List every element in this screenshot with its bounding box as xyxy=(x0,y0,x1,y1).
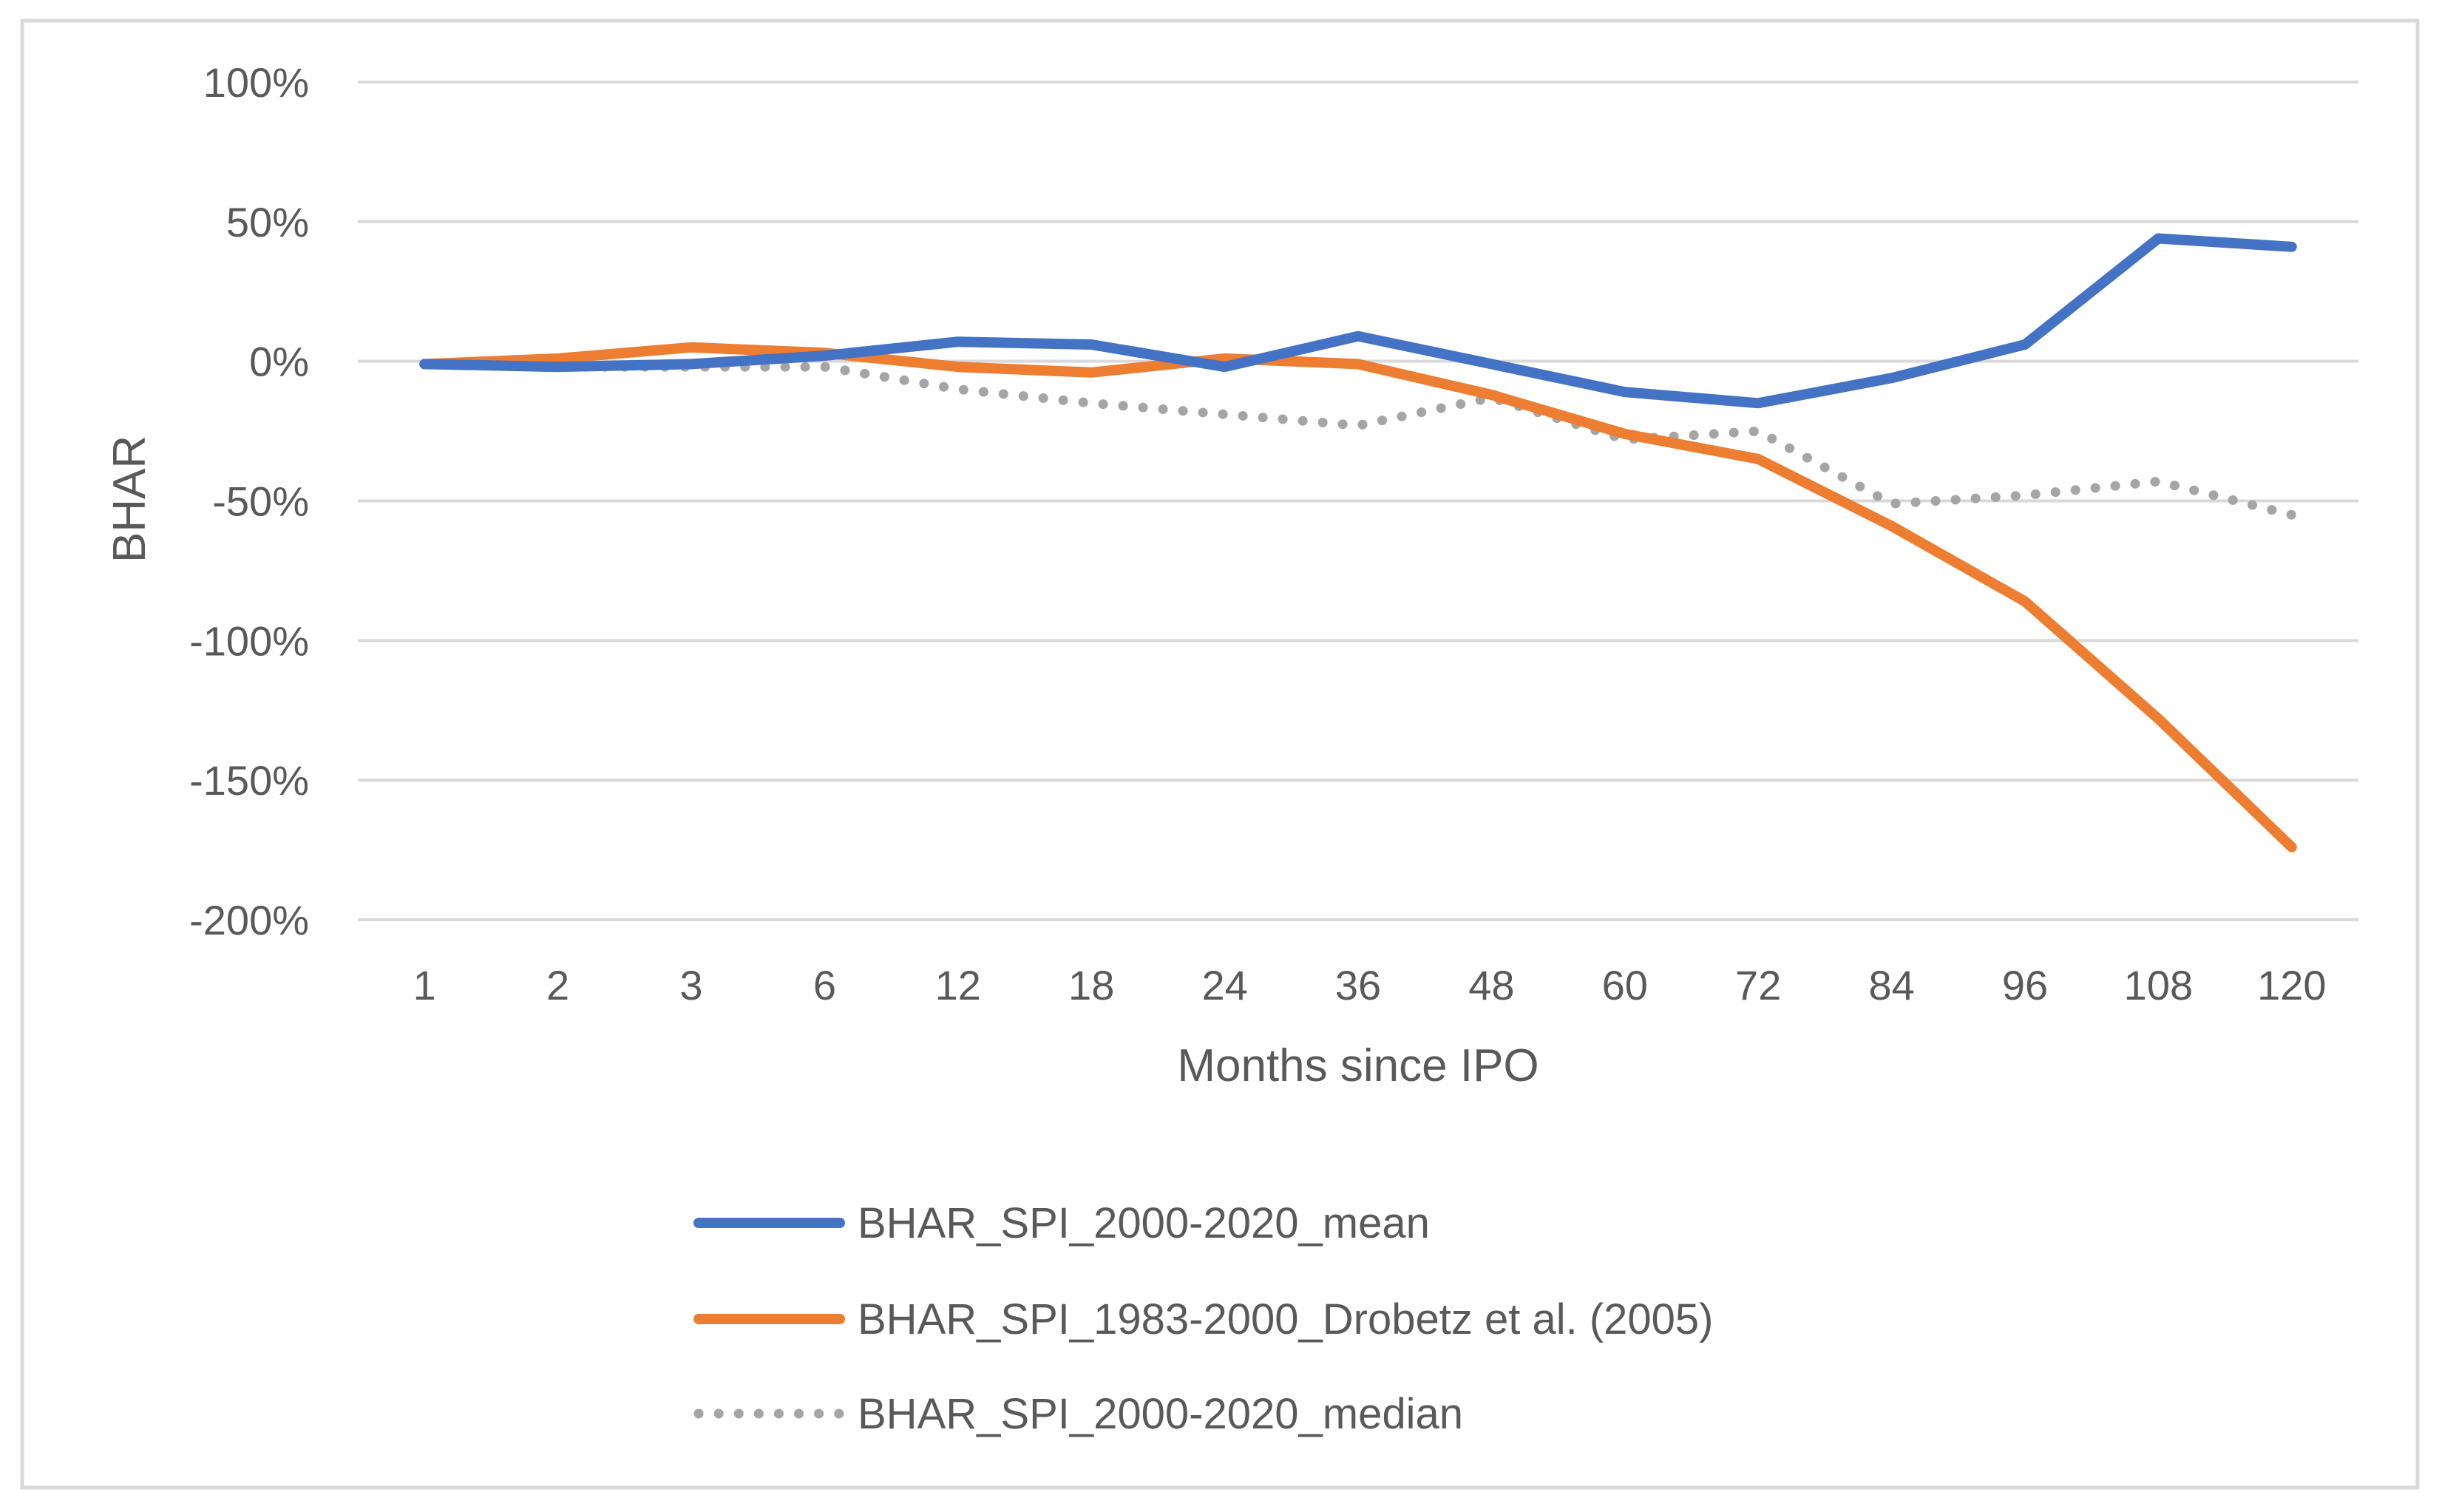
legend-label: BHAR_SPI_2000-2020_mean xyxy=(858,1199,1430,1247)
x-tick-label: 18 xyxy=(1068,962,1114,1008)
data-point xyxy=(2290,245,2293,248)
x-tick-label: 108 xyxy=(2124,962,2193,1008)
x-tick-label: 72 xyxy=(1735,962,1781,1008)
x-tick-label: 48 xyxy=(1468,962,1514,1008)
x-axis-label: Months since IPO xyxy=(1177,1040,1539,1091)
x-axis-ticks: 1 2 3 6 12 18 24 36 48 60 72 84 96 108 120 xyxy=(413,962,2327,1008)
data-point xyxy=(1357,424,1360,427)
y-tick-label: -150% xyxy=(189,757,309,804)
data-point xyxy=(2024,343,2026,346)
data-point xyxy=(1090,371,1093,374)
legend-label: BHAR_SPI_1983-2000_Drobetz et al. (2005) xyxy=(858,1295,1713,1343)
x-tick-label: 84 xyxy=(1868,962,1914,1008)
y-axis-label: BHAR xyxy=(104,435,155,563)
data-point xyxy=(957,387,960,390)
data-point xyxy=(557,357,560,360)
x-tick-label: 2 xyxy=(546,962,569,1008)
data-point xyxy=(1224,413,1227,416)
legend-label: BHAR_SPI_2000-2020_median xyxy=(858,1390,1463,1438)
data-point xyxy=(2024,600,2026,603)
y-tick-label: -50% xyxy=(212,478,309,525)
data-point xyxy=(2157,717,2160,720)
data-point xyxy=(2290,513,2293,516)
series-line-3 xyxy=(419,359,2297,520)
data-point xyxy=(1090,343,1093,346)
data-point xyxy=(1357,362,1360,365)
y-tick-label: -100% xyxy=(189,617,309,664)
y-tick-label: -200% xyxy=(189,897,309,943)
data-point xyxy=(823,365,826,368)
series-lines xyxy=(419,233,2297,852)
data-point xyxy=(1757,430,1760,433)
data-point xyxy=(1757,458,1760,461)
data-point xyxy=(1890,376,1893,379)
x-tick-label: 12 xyxy=(935,962,981,1008)
data-point xyxy=(2024,494,2026,497)
data-point xyxy=(2157,237,2160,240)
series-line-1 xyxy=(419,233,2297,409)
data-point xyxy=(823,354,826,357)
data-point xyxy=(1490,362,1493,365)
data-point xyxy=(1224,365,1227,368)
data-point xyxy=(557,365,560,368)
x-tick-label: 6 xyxy=(813,962,836,1008)
x-tick-label: 36 xyxy=(1335,962,1381,1008)
data-point xyxy=(2290,846,2293,849)
data-point xyxy=(957,365,960,368)
data-point xyxy=(1224,357,1227,360)
data-point xyxy=(423,362,426,365)
data-point xyxy=(690,346,693,349)
x-tick-label: 60 xyxy=(1602,962,1648,1008)
x-tick-label: 96 xyxy=(2002,962,2048,1008)
data-point xyxy=(690,362,693,365)
data-point xyxy=(2157,480,2160,483)
y-axis-ticks: 100% 50% 0% -50% -100% -150% -200% xyxy=(189,59,309,943)
data-point xyxy=(1757,401,1760,404)
chart-border xyxy=(20,18,2420,1490)
data-point xyxy=(1090,401,1093,404)
data-point xyxy=(1357,335,1360,338)
x-tick-label: 24 xyxy=(1201,962,1247,1008)
x-tick-label: 3 xyxy=(679,962,702,1008)
y-tick-label: 0% xyxy=(249,339,309,385)
legend: BHAR_SPI_2000-2020_mean BHAR_SPI_1983-200… xyxy=(693,1199,1713,1438)
data-point xyxy=(1490,393,1493,396)
data-point xyxy=(1890,524,1893,527)
y-tick-label: 100% xyxy=(203,59,309,106)
data-point xyxy=(957,340,960,343)
data-point xyxy=(1624,390,1626,393)
x-tick-label: 1 xyxy=(413,962,436,1008)
series-line-2 xyxy=(419,342,2297,852)
data-point xyxy=(1624,433,1626,435)
x-tick-label: 120 xyxy=(2257,962,2326,1008)
y-tick-label: 50% xyxy=(226,199,309,245)
data-point xyxy=(1890,502,1893,505)
